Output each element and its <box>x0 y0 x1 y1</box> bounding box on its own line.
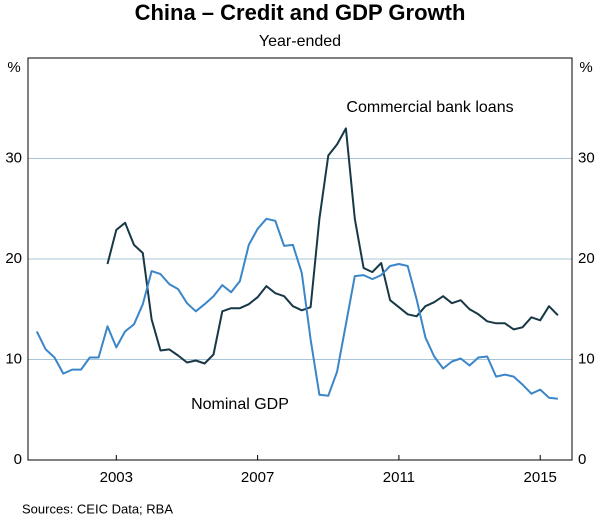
source-note: Sources: CEIC Data; RBA <box>22 501 173 516</box>
x-tick-label: 2011 <box>383 469 415 486</box>
series-label: Commercial bank loans <box>346 99 513 116</box>
x-tick-label: 2003 <box>100 469 133 486</box>
y-tick-label: 30 <box>5 149 22 166</box>
y-axis-label: % <box>7 59 20 76</box>
y-tick-label: 0 <box>14 451 22 468</box>
plot-frame <box>27 57 573 461</box>
x-tick-label: 2015 <box>524 469 557 486</box>
y2-tick-label: 30 <box>578 149 595 166</box>
y-tick-label: 10 <box>5 350 22 367</box>
series-line <box>106 127 559 365</box>
y2-tick-label: 20 <box>578 250 595 267</box>
chart-subtitle: Year-ended <box>259 33 341 50</box>
series-line <box>35 217 559 400</box>
y2-tick-label: 0 <box>578 451 586 468</box>
y2-axis-label: % <box>579 59 592 76</box>
chart-title: China – Credit and GDP Growth <box>135 0 466 25</box>
series-label: Nominal GDP <box>191 396 289 413</box>
y2-tick-label: 10 <box>578 350 595 367</box>
y-tick-label: 20 <box>5 250 22 267</box>
x-tick-label: 2007 <box>241 469 274 486</box>
